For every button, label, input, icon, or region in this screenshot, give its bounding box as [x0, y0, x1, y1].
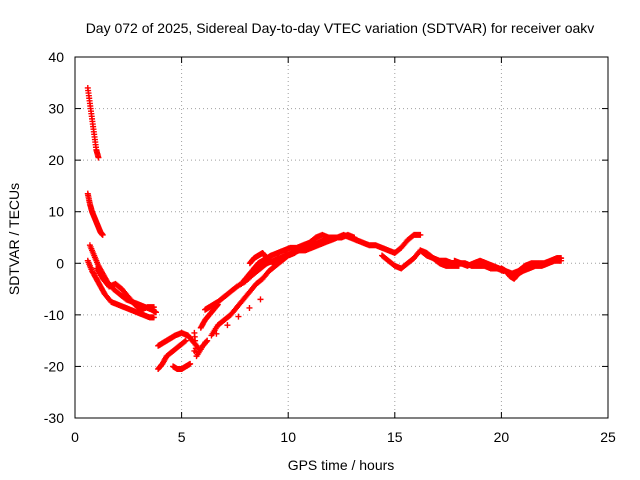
data-point-track-g-dense — [181, 338, 188, 345]
data-point-track-t — [558, 257, 565, 264]
data-point-track-e — [150, 304, 157, 311]
data-point-track-d — [150, 314, 157, 321]
data-point-track-b — [99, 231, 106, 238]
x-tick-label: 15 — [387, 429, 403, 445]
data-point-track-i-dense — [203, 338, 210, 345]
data-point-stray-points — [257, 296, 264, 303]
y-tick-label: 10 — [48, 204, 64, 220]
data-point-stray-points-dense — [224, 322, 231, 329]
data-point-stray-points-dense — [213, 330, 220, 337]
data-point-stray-points-dense — [202, 339, 209, 346]
plot-frame — [74, 56, 609, 419]
data-point-track-o — [334, 234, 341, 241]
x-axis-label: GPS time / hours — [288, 457, 395, 473]
y-tick-label: 0 — [56, 255, 64, 271]
x-tick-label: 10 — [280, 429, 296, 445]
x-tick-label: 25 — [600, 429, 616, 445]
chart-title: Day 072 of 2025, Sidereal Day-to-day VTE… — [86, 20, 595, 36]
x-tick-label: 20 — [494, 429, 510, 445]
y-tick-label: -20 — [44, 358, 64, 374]
data-point-stray-points-dense — [246, 304, 253, 311]
data-point-track-a — [95, 154, 102, 161]
grid — [75, 57, 608, 418]
data-points — [84, 84, 565, 373]
data-point-track-c — [153, 309, 160, 316]
data-point-track-h — [187, 360, 194, 367]
axis-ticks: 0 5 10 15 20 25 40 30 20 10 0 -10 -20 -30 — [44, 49, 616, 445]
y-tick-label: -30 — [44, 410, 64, 426]
y-tick-label: 40 — [48, 49, 64, 65]
y-axis-label: SDTVAR / TECUs — [6, 183, 22, 295]
x-tick-label: 5 — [178, 429, 186, 445]
y-tick-label: -10 — [44, 307, 64, 323]
data-point-track-g — [182, 337, 189, 344]
x-tick-label: 0 — [71, 429, 79, 445]
data-point-stray-points-dense — [235, 313, 242, 320]
data-point-track-p — [417, 231, 424, 238]
y-tick-label: 30 — [48, 101, 64, 117]
data-point-stray-points — [191, 347, 198, 354]
y-tick-label: 20 — [48, 152, 64, 168]
